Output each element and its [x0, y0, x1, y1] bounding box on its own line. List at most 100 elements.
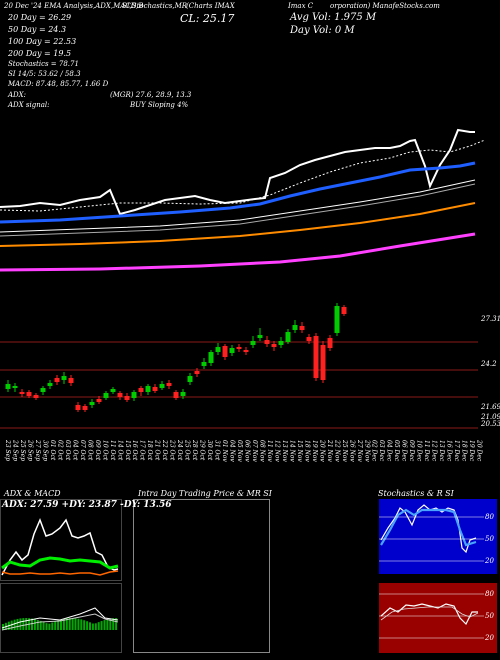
- candle-body: [236, 347, 242, 349]
- ema20-label: 20 Day = 26.29: [8, 13, 72, 22]
- date-tick-label: 23 Sep: [4, 439, 11, 461]
- candle-body: [40, 388, 46, 392]
- intraday-panel: [133, 499, 270, 653]
- date-tick-label: 16 Oct: [131, 440, 138, 461]
- adx-label: ADX:: [8, 91, 27, 99]
- stoch-tick: 80: [485, 513, 494, 521]
- candle-body: [166, 383, 172, 386]
- date-tick-label: 20 Nov: [318, 439, 325, 462]
- candle-body: [285, 332, 291, 342]
- candle-body: [201, 362, 207, 366]
- date-tick-label: 12 Nov: [273, 440, 280, 462]
- candle-body: [117, 393, 123, 397]
- date-tick-label: 01 Nov: [221, 440, 228, 462]
- date-tick-label: 11 Oct: [109, 440, 116, 461]
- price-level-label: 21.09: [481, 413, 500, 421]
- date-tick-label: 20 Dec: [476, 439, 483, 462]
- date-tick-label: 03 Dec: [378, 440, 385, 462]
- date-tick-label: 29 Oct: [199, 439, 206, 461]
- date-tick-label: 09 Dec: [408, 440, 415, 462]
- date-tick-label: 14 Nov: [288, 440, 295, 462]
- close-price: CL: 25.17: [180, 12, 235, 25]
- candle-body: [264, 340, 270, 344]
- rsi-tick: 50: [485, 612, 494, 620]
- candle-body: [159, 384, 165, 388]
- date-tick-label: 26 Nov: [348, 439, 355, 462]
- price-line: [0, 128, 475, 216]
- price-level-label: 21.69: [481, 403, 500, 411]
- ema100-line: [0, 179, 476, 233]
- chart-header-site: orporation) ManafeStocks.com: [330, 2, 440, 10]
- candle-body: [299, 326, 305, 330]
- candle-body: [180, 392, 186, 396]
- macd-panel: [0, 583, 122, 653]
- price-level-label: 24.2: [481, 360, 497, 368]
- candle-body: [89, 402, 95, 405]
- ema50-line: [0, 161, 476, 224]
- candle-body: [131, 392, 137, 398]
- date-tick-label: 17 Oct: [139, 440, 146, 461]
- candle-body: [292, 325, 298, 330]
- date-tick-label: 24 Oct: [176, 439, 183, 461]
- date-tick-label: 18 Nov: [303, 440, 310, 462]
- candle-body: [124, 396, 130, 400]
- date-tick-label: 25 Oct: [184, 439, 191, 461]
- date-tick-label: 07 Nov: [251, 440, 258, 462]
- date-tick-label: 26 Sep: [26, 439, 33, 461]
- candle-body: [229, 348, 235, 353]
- ema100-band: [0, 183, 476, 237]
- si-label: SI 14/5: 53.62 / 58.3: [8, 70, 81, 78]
- candle-body: [75, 405, 81, 410]
- stochastics-panel: [379, 499, 497, 574]
- price-level-label: 20.53: [481, 420, 500, 428]
- ema200-label: 200 Day = 19.5: [8, 49, 72, 58]
- candle-body: [145, 386, 151, 392]
- date-tick-label: 23 Oct: [169, 439, 176, 461]
- date-tick-label: 21 Oct: [154, 439, 161, 461]
- candle-body: [250, 341, 256, 345]
- candle-body: [5, 384, 11, 389]
- date-tick-label: 11 Nov: [266, 440, 273, 462]
- date-tick-label: 10 Dec: [416, 440, 423, 462]
- candle-body: [110, 389, 116, 392]
- adx-readout: ADX: 27.59 +DY: 23.87 -DY: 13.56: [2, 500, 172, 510]
- stochastics-label: Stochastics = 78.71: [8, 60, 79, 68]
- date-tick-label: 15 Nov: [296, 440, 303, 462]
- adx-values: (MGR) 27.6, 28.9, 13.3: [110, 91, 192, 99]
- date-tick-label: 08 Oct: [86, 440, 93, 461]
- candle-body: [54, 378, 60, 382]
- date-tick-label: 21 Nov: [326, 439, 333, 462]
- stochastics-title: Stochastics & R SI: [378, 489, 454, 498]
- candle-body: [243, 350, 249, 352]
- date-tick-label: 12 Dec: [431, 440, 438, 462]
- stoch-tick: 50: [485, 535, 494, 543]
- date-tick-label: 05 Dec: [393, 440, 400, 462]
- candle-body: [327, 338, 333, 348]
- date-tick-label: 04 Nov: [229, 440, 236, 462]
- date-tick-label: 17 Dec: [453, 440, 460, 462]
- date-tick-label: 14 Oct: [116, 440, 123, 461]
- candle-body: [103, 393, 109, 398]
- price-level-label: 27.31: [481, 315, 500, 323]
- date-tick-label: 15 Oct: [124, 440, 131, 461]
- candle-body: [194, 371, 200, 374]
- candle-body: [208, 352, 214, 363]
- candle-body: [334, 306, 340, 333]
- rsi-tick: 20: [485, 634, 494, 642]
- ema50-label: 50 Day = 24.3: [8, 25, 67, 34]
- macd-label: MACD: 87.48, 85.77, 1.66 D: [8, 80, 109, 88]
- date-tick-label: 24 Sep: [11, 439, 18, 461]
- date-tick-label: 27 Nov: [356, 439, 363, 462]
- date-tick-label: 25 Sep: [19, 439, 26, 461]
- date-tick-label: 19 Dec: [468, 440, 475, 462]
- date-tick-label: 27 Sep: [34, 439, 41, 461]
- date-tick-label: 16 Dec: [446, 440, 453, 462]
- date-tick-label: 13 Dec: [438, 440, 445, 462]
- price-levels: [0, 341, 478, 429]
- date-tick-label: 28 Oct: [191, 439, 198, 461]
- date-tick-label: 31 Oct: [214, 440, 221, 461]
- date-tick-label: 06 Dec: [401, 440, 408, 462]
- avg-volume: Avg Vol: 1.975 M: [290, 12, 377, 23]
- chart-header-line2: SI,Stochastics,MR: [122, 2, 188, 10]
- buy-signal: BUY Sloping 4%: [130, 101, 189, 109]
